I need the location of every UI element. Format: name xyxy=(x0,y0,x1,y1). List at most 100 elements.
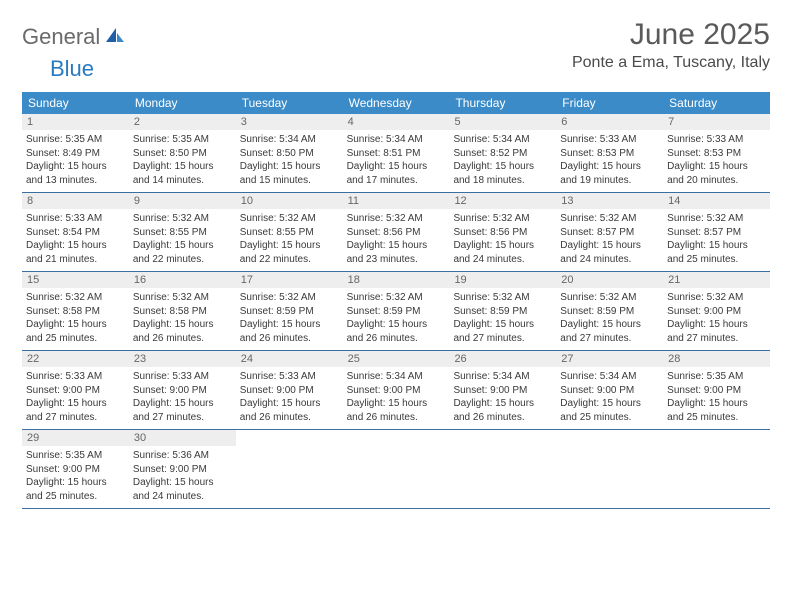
sunrise-text: Sunrise: 5:36 AM xyxy=(133,449,232,463)
day-cell: 23Sunrise: 5:33 AMSunset: 9:00 PMDayligh… xyxy=(129,351,236,429)
sunset-text: Sunset: 8:49 PM xyxy=(26,147,125,161)
day-body: Sunrise: 5:34 AMSunset: 8:52 PMDaylight:… xyxy=(449,130,556,190)
daylight-text: Daylight: 15 hours and 25 minutes. xyxy=(26,476,125,503)
sunrise-text: Sunrise: 5:33 AM xyxy=(133,370,232,384)
day-body: Sunrise: 5:34 AMSunset: 8:51 PMDaylight:… xyxy=(343,130,450,190)
day-cell: 21Sunrise: 5:32 AMSunset: 9:00 PMDayligh… xyxy=(663,272,770,350)
daylight-text: Daylight: 15 hours and 26 minutes. xyxy=(347,318,446,345)
week-row: 8Sunrise: 5:33 AMSunset: 8:54 PMDaylight… xyxy=(22,193,770,272)
day-body: Sunrise: 5:35 AMSunset: 8:49 PMDaylight:… xyxy=(22,130,129,190)
sunset-text: Sunset: 9:00 PM xyxy=(133,463,232,477)
sunset-text: Sunset: 9:00 PM xyxy=(453,384,552,398)
sunrise-text: Sunrise: 5:32 AM xyxy=(560,212,659,226)
empty-cell xyxy=(236,430,343,508)
day-number: 22 xyxy=(22,351,129,367)
weekday-header: Wednesday xyxy=(343,92,450,114)
day-number: 20 xyxy=(556,272,663,288)
day-number: 7 xyxy=(663,114,770,130)
day-cell: 1Sunrise: 5:35 AMSunset: 8:49 PMDaylight… xyxy=(22,114,129,192)
day-body: Sunrise: 5:35 AMSunset: 9:00 PMDaylight:… xyxy=(22,446,129,506)
sunset-text: Sunset: 9:00 PM xyxy=(347,384,446,398)
day-number: 9 xyxy=(129,193,236,209)
day-cell: 28Sunrise: 5:35 AMSunset: 9:00 PMDayligh… xyxy=(663,351,770,429)
sunset-text: Sunset: 8:56 PM xyxy=(347,226,446,240)
sunrise-text: Sunrise: 5:32 AM xyxy=(560,291,659,305)
sunset-text: Sunset: 8:59 PM xyxy=(240,305,339,319)
day-cell: 7Sunrise: 5:33 AMSunset: 8:53 PMDaylight… xyxy=(663,114,770,192)
week-row: 1Sunrise: 5:35 AMSunset: 8:49 PMDaylight… xyxy=(22,114,770,193)
day-number: 24 xyxy=(236,351,343,367)
day-body: Sunrise: 5:35 AMSunset: 8:50 PMDaylight:… xyxy=(129,130,236,190)
sunset-text: Sunset: 8:50 PM xyxy=(240,147,339,161)
day-body: Sunrise: 5:32 AMSunset: 8:59 PMDaylight:… xyxy=(556,288,663,348)
logo: General xyxy=(22,18,128,50)
sunrise-text: Sunrise: 5:34 AM xyxy=(453,133,552,147)
day-cell: 22Sunrise: 5:33 AMSunset: 9:00 PMDayligh… xyxy=(22,351,129,429)
calendar-page: General June 2025 Ponte a Ema, Tuscany, … xyxy=(0,0,792,527)
empty-cell xyxy=(449,430,556,508)
day-body: Sunrise: 5:32 AMSunset: 8:59 PMDaylight:… xyxy=(343,288,450,348)
sunset-text: Sunset: 8:58 PM xyxy=(26,305,125,319)
day-number: 25 xyxy=(343,351,450,367)
sunset-text: Sunset: 9:00 PM xyxy=(26,463,125,477)
daylight-text: Daylight: 15 hours and 22 minutes. xyxy=(133,239,232,266)
sunset-text: Sunset: 8:58 PM xyxy=(133,305,232,319)
sunset-text: Sunset: 8:53 PM xyxy=(667,147,766,161)
daylight-text: Daylight: 15 hours and 21 minutes. xyxy=(26,239,125,266)
sunrise-text: Sunrise: 5:32 AM xyxy=(347,212,446,226)
sunrise-text: Sunrise: 5:34 AM xyxy=(347,370,446,384)
day-cell: 18Sunrise: 5:32 AMSunset: 8:59 PMDayligh… xyxy=(343,272,450,350)
sunset-text: Sunset: 8:55 PM xyxy=(240,226,339,240)
sunrise-text: Sunrise: 5:32 AM xyxy=(133,212,232,226)
daylight-text: Daylight: 15 hours and 23 minutes. xyxy=(347,239,446,266)
day-number: 5 xyxy=(449,114,556,130)
logo-text-blue: Blue xyxy=(50,56,792,82)
day-number: 6 xyxy=(556,114,663,130)
sunset-text: Sunset: 9:00 PM xyxy=(240,384,339,398)
day-number: 3 xyxy=(236,114,343,130)
sunrise-text: Sunrise: 5:35 AM xyxy=(133,133,232,147)
day-body: Sunrise: 5:33 AMSunset: 8:53 PMDaylight:… xyxy=(663,130,770,190)
day-body: Sunrise: 5:33 AMSunset: 9:00 PMDaylight:… xyxy=(236,367,343,427)
daylight-text: Daylight: 15 hours and 26 minutes. xyxy=(240,397,339,424)
week-row: 15Sunrise: 5:32 AMSunset: 8:58 PMDayligh… xyxy=(22,272,770,351)
day-body: Sunrise: 5:34 AMSunset: 9:00 PMDaylight:… xyxy=(556,367,663,427)
weekday-header-row: SundayMondayTuesdayWednesdayThursdayFrid… xyxy=(22,92,770,114)
day-cell: 15Sunrise: 5:32 AMSunset: 8:58 PMDayligh… xyxy=(22,272,129,350)
day-cell: 25Sunrise: 5:34 AMSunset: 9:00 PMDayligh… xyxy=(343,351,450,429)
day-number: 15 xyxy=(22,272,129,288)
day-cell: 20Sunrise: 5:32 AMSunset: 8:59 PMDayligh… xyxy=(556,272,663,350)
day-body: Sunrise: 5:32 AMSunset: 8:57 PMDaylight:… xyxy=(663,209,770,269)
daylight-text: Daylight: 15 hours and 13 minutes. xyxy=(26,160,125,187)
sunrise-text: Sunrise: 5:35 AM xyxy=(667,370,766,384)
weekday-header: Saturday xyxy=(663,92,770,114)
empty-cell xyxy=(343,430,450,508)
sunset-text: Sunset: 8:59 PM xyxy=(347,305,446,319)
day-cell: 4Sunrise: 5:34 AMSunset: 8:51 PMDaylight… xyxy=(343,114,450,192)
daylight-text: Daylight: 15 hours and 25 minutes. xyxy=(667,397,766,424)
day-number: 28 xyxy=(663,351,770,367)
daylight-text: Daylight: 15 hours and 17 minutes. xyxy=(347,160,446,187)
day-body: Sunrise: 5:32 AMSunset: 8:58 PMDaylight:… xyxy=(22,288,129,348)
daylight-text: Daylight: 15 hours and 22 minutes. xyxy=(240,239,339,266)
daylight-text: Daylight: 15 hours and 18 minutes. xyxy=(453,160,552,187)
daylight-text: Daylight: 15 hours and 26 minutes. xyxy=(453,397,552,424)
sunset-text: Sunset: 8:59 PM xyxy=(453,305,552,319)
day-number: 4 xyxy=(343,114,450,130)
day-body: Sunrise: 5:32 AMSunset: 8:57 PMDaylight:… xyxy=(556,209,663,269)
day-cell: 5Sunrise: 5:34 AMSunset: 8:52 PMDaylight… xyxy=(449,114,556,192)
week-row: 29Sunrise: 5:35 AMSunset: 9:00 PMDayligh… xyxy=(22,430,770,509)
daylight-text: Daylight: 15 hours and 27 minutes. xyxy=(560,318,659,345)
sunset-text: Sunset: 8:50 PM xyxy=(133,147,232,161)
day-number: 26 xyxy=(449,351,556,367)
day-number: 1 xyxy=(22,114,129,130)
weekday-header: Monday xyxy=(129,92,236,114)
sunset-text: Sunset: 8:57 PM xyxy=(560,226,659,240)
daylight-text: Daylight: 15 hours and 26 minutes. xyxy=(133,318,232,345)
day-number: 2 xyxy=(129,114,236,130)
day-body: Sunrise: 5:33 AMSunset: 8:54 PMDaylight:… xyxy=(22,209,129,269)
day-body: Sunrise: 5:32 AMSunset: 9:00 PMDaylight:… xyxy=(663,288,770,348)
daylight-text: Daylight: 15 hours and 24 minutes. xyxy=(453,239,552,266)
day-cell: 8Sunrise: 5:33 AMSunset: 8:54 PMDaylight… xyxy=(22,193,129,271)
day-cell: 16Sunrise: 5:32 AMSunset: 8:58 PMDayligh… xyxy=(129,272,236,350)
